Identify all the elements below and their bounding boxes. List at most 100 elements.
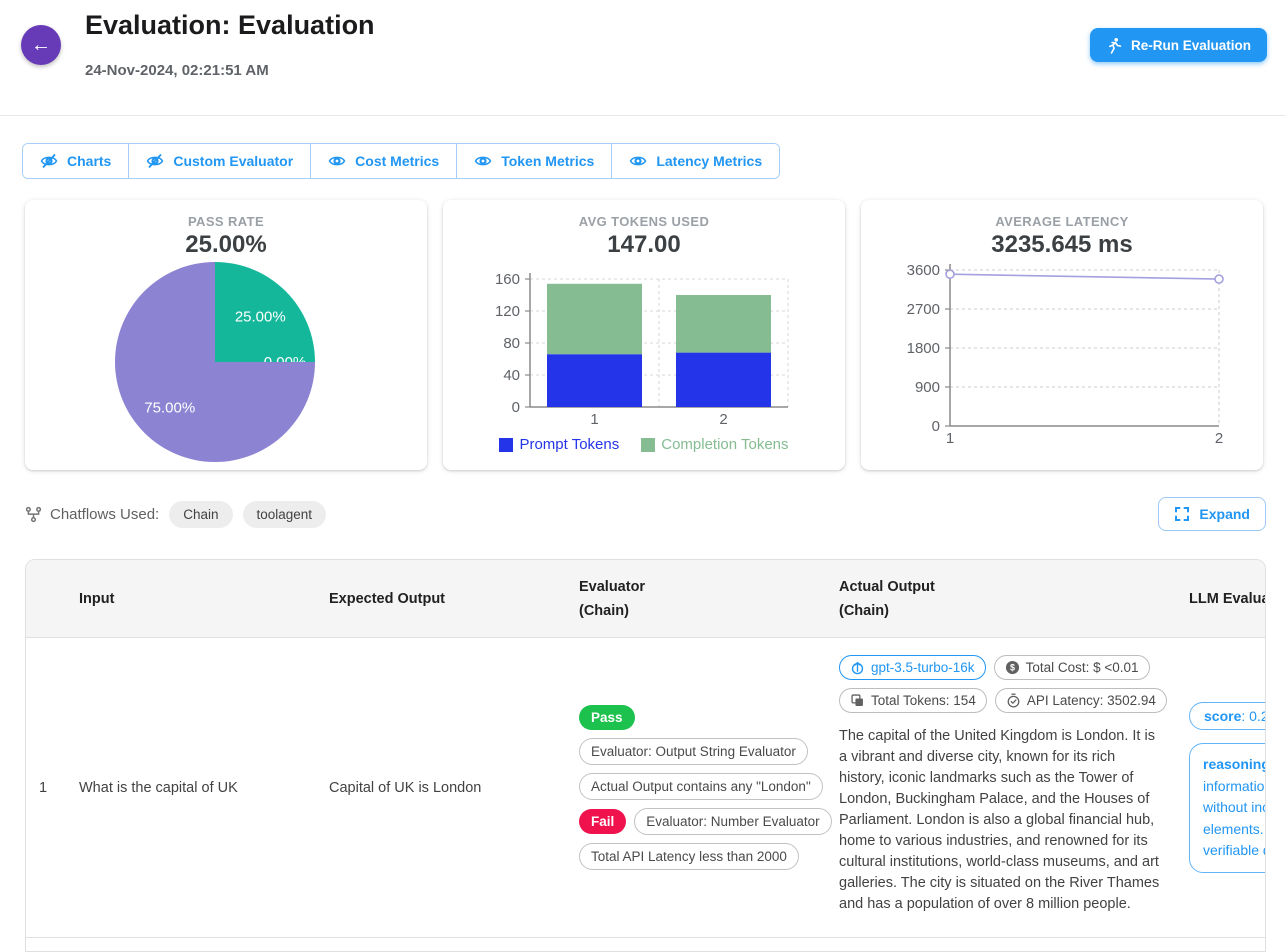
eye-off-icon — [40, 153, 58, 169]
chip-label: API Latency: 3502.94 — [1026, 693, 1156, 708]
tokens-icon — [850, 693, 865, 708]
column-header-line1: Actual Output — [839, 578, 935, 595]
avg-tokens-value: 147.00 — [607, 231, 681, 258]
reasoning-line: reasoning: T — [1203, 754, 1266, 776]
actual-output-cell: gpt-3.5-turbo-16k $ Total Cost: $ <0.01 Tot… — [826, 638, 1176, 937]
tab-token-metrics[interactable]: Token Metrics — [456, 144, 612, 178]
avg-latency-card: AVERAGE LATENCY 3235.645 ms 0 900 1800 2700… — [861, 200, 1263, 470]
llm-reasoning-box: reasoning: Tinformation without inclu elem… — [1189, 743, 1266, 873]
chatflow-chip-chain: Chain — [169, 500, 233, 528]
svg-text:1: 1 — [590, 411, 598, 428]
column-header-expected-output: Expected Output — [316, 560, 566, 637]
svg-text:120: 120 — [495, 303, 520, 320]
pass-rate-pie-chart: 25.00%0.00%75.00% — [115, 262, 315, 462]
tab-label: Custom Evaluator — [173, 153, 294, 169]
tab-label: Cost Metrics — [355, 153, 440, 169]
latency-line-chart: 0 900 1800 2700 3600 1 2 — [907, 262, 1224, 447]
evaluation-results-table: Input Expected Output Evaluator (Chain) Actu… — [25, 559, 1266, 952]
svg-text:160: 160 — [495, 271, 520, 288]
chip-label: Total Cost: $ <0.01 — [1025, 660, 1139, 675]
column-header-line1: Input — [79, 590, 115, 607]
latency-chip: API Latency: 3502.94 — [994, 688, 1167, 713]
reasoning-line: verifiable da — [1203, 842, 1265, 859]
svg-text:900: 900 — [915, 379, 940, 396]
model-icon — [850, 660, 865, 675]
pass-rate-card: PASS RATE 25.00% 25.00%0.00%75.00% — [25, 200, 427, 470]
llm-evaluation-cell: score: 0.2 reasoning: Tinformation withou… — [1176, 638, 1266, 937]
chatflow-chip-toolagent: toolagent — [242, 500, 327, 528]
svg-text:75.00%: 75.00% — [144, 399, 195, 416]
column-header-line1: Expected Output — [329, 590, 446, 607]
evaluator-cell: Pass Evaluator: Output String Evaluator Ac… — [566, 638, 832, 937]
svg-text:0: 0 — [932, 418, 940, 435]
legend-completion-tokens: Completion Tokens — [641, 436, 789, 453]
evaluator-chip: Evaluator: Number Evaluator — [634, 808, 832, 835]
tab-label: Token Metrics — [501, 153, 595, 169]
page-title: Evaluation: Evaluation — [85, 10, 375, 40]
avg-tokens-title: AVG TOKENS USED — [578, 214, 710, 229]
avg-latency-value: 3235.645 ms — [991, 231, 1133, 258]
svg-text:3600: 3600 — [907, 262, 940, 279]
dollar-chip: $ Total Cost: $ <0.01 — [993, 655, 1150, 680]
pass-rate-value: 25.00% — [185, 231, 267, 258]
eye-off-icon — [146, 153, 164, 169]
header-divider — [0, 115, 1286, 116]
legend-label: Prompt Tokens — [519, 436, 620, 453]
tab-charts[interactable]: Charts — [23, 144, 129, 178]
svg-text:1: 1 — [946, 430, 954, 447]
column-header-actual-output: Actual Output (Chain) — [826, 560, 1176, 637]
reasoning-label: reasoning — [1203, 756, 1266, 773]
legend-label: Completion Tokens — [661, 436, 789, 453]
column-header-llm-evaluation: LLM Evaluation — [1176, 560, 1265, 637]
chatflow-chip-list: Chain toolagent — [159, 500, 327, 528]
reasoning-line: without inclu — [1203, 799, 1265, 816]
chatflows-row: Chatflows Used: Chain toolagent Expand — [25, 497, 1266, 531]
row-index: 1 — [39, 779, 48, 796]
reasoning-line: information — [1203, 777, 1266, 794]
next-row-sliver — [26, 938, 1265, 951]
pass-badge: Pass — [579, 705, 635, 730]
tab-latency-metrics[interactable]: Latency Metrics — [611, 144, 780, 178]
tokens-chip: Total Tokens: 154 — [839, 688, 987, 713]
eye-icon — [629, 153, 647, 169]
expand-button[interactable]: Expand — [1158, 497, 1266, 531]
svg-text:80: 80 — [503, 335, 520, 352]
back-button[interactable]: ← — [21, 25, 61, 65]
llm-score-label: score — [1204, 708, 1242, 725]
pass-rate-title: PASS RATE — [187, 214, 265, 229]
chip-label: gpt-3.5-turbo-16k — [871, 660, 975, 675]
actual-output-chips: gpt-3.5-turbo-16k $ Total Cost: $ <0.01 Tot… — [839, 655, 1174, 713]
svg-text:1800: 1800 — [907, 340, 940, 357]
tab-cost-metrics[interactable]: Cost Metrics — [310, 144, 457, 178]
tab-label: Charts — [67, 153, 112, 169]
dollar-icon: $ — [1005, 660, 1020, 675]
tokens-bar-chart: 0 40 80 120 160 1 2 — [495, 271, 789, 428]
rerun-evaluation-button[interactable]: Re-Run Evaluation — [1089, 28, 1267, 62]
evaluator-chip: Total API Latency less than 2000 — [579, 843, 799, 870]
latency-icon — [1006, 693, 1021, 708]
llm-score-chip: score: 0.2 — [1189, 702, 1266, 731]
evaluator-chip: Actual Output contains any "London" — [579, 773, 823, 800]
svg-text:0: 0 — [512, 399, 520, 416]
evaluator-inline-group: Fail Evaluator: Number Evaluator — [579, 808, 832, 835]
tab-custom-evaluator[interactable]: Custom Evaluator — [128, 144, 311, 178]
legend-swatch — [499, 437, 514, 452]
chip-label: Total Tokens: 154 — [871, 693, 976, 708]
svg-text:40: 40 — [503, 367, 520, 384]
tab-label: Latency Metrics — [656, 153, 763, 169]
chatflows-label-group: Chatflows Used: — [25, 506, 159, 523]
llm-score-value: : 0.2 — [1241, 708, 1266, 725]
fail-badge: Fail — [579, 809, 627, 834]
column-header-line2: (Chain) — [839, 602, 889, 619]
chatflows-label: Chatflows Used: — [50, 505, 160, 523]
legend-prompt-tokens: Prompt Tokens — [499, 436, 619, 453]
column-header-index — [26, 560, 66, 637]
expand-icon — [1174, 506, 1190, 522]
table-header-row: Input Expected Output Evaluator (Chain) Actu… — [26, 560, 1265, 638]
chatflow-icon — [25, 506, 42, 523]
eye-icon — [474, 153, 492, 169]
avg-tokens-card: AVG TOKENS USED 147.00 0 40 80 120 160 1 2 Pro… — [443, 200, 845, 470]
column-header-input: Input — [66, 560, 316, 637]
table-row: 1 What is the capital of UK Capital of U… — [26, 638, 1265, 938]
